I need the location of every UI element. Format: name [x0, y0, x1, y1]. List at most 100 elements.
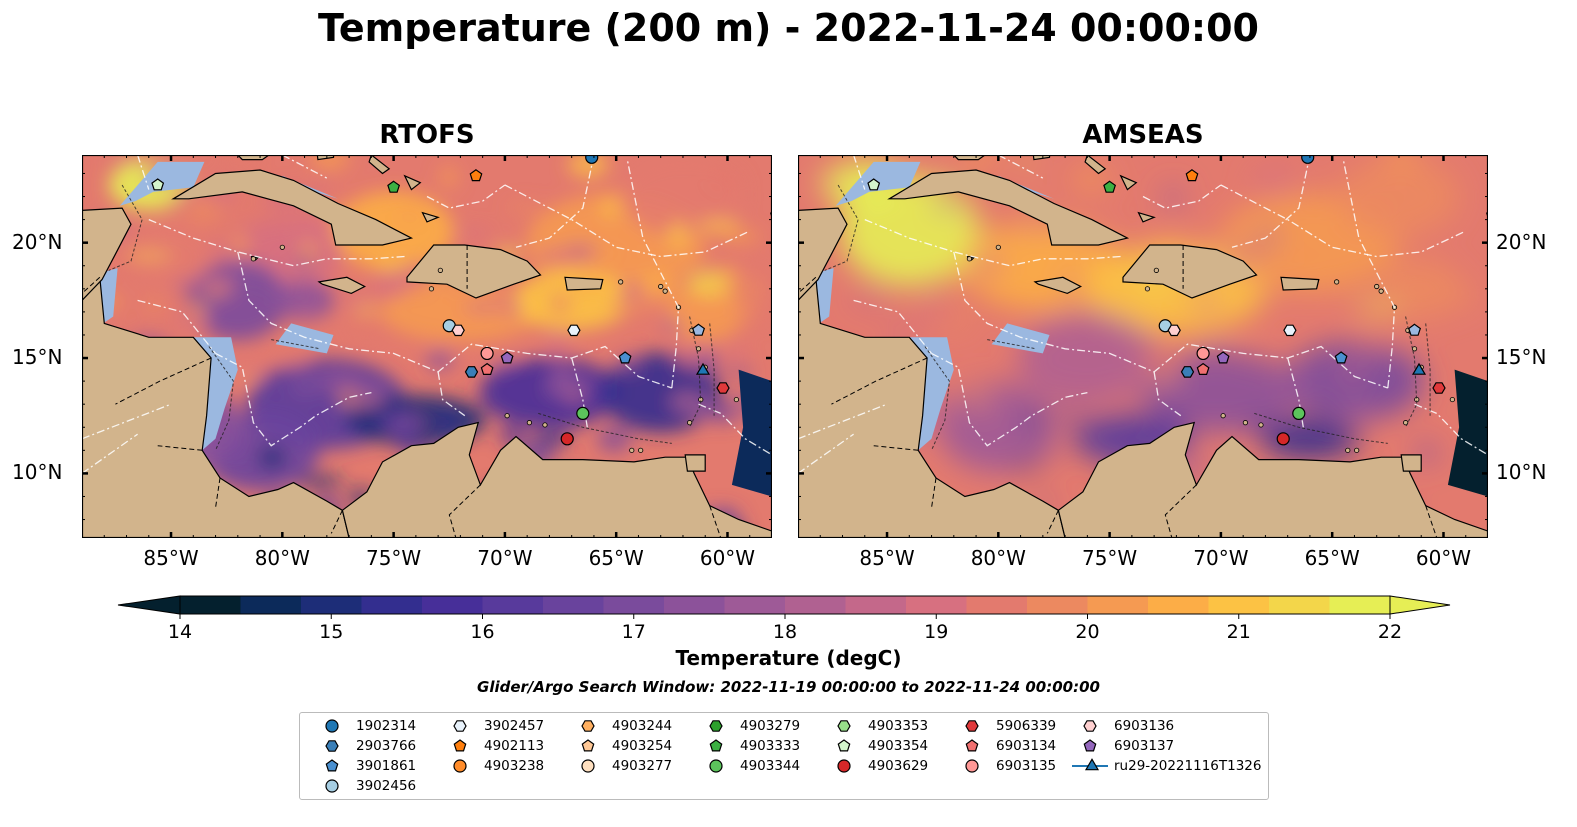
- bathymetry-contour: [1254, 412, 1388, 444]
- platform-marker: [500, 351, 514, 364]
- country-border: [215, 477, 221, 509]
- colorbar-segment: [906, 596, 967, 614]
- platform-legend: 1902314 2903766 3901861 3902456 3902457 49021…: [299, 712, 1269, 800]
- country-border: [931, 477, 937, 509]
- bathymetry-contour: [689, 316, 702, 428]
- land-trinidad: [684, 454, 706, 472]
- small-island: [1220, 413, 1226, 419]
- eez-boundary: [148, 218, 405, 267]
- land-cuba: [887, 169, 1130, 246]
- platform-marker: [695, 362, 711, 375]
- platform-marker: [1196, 362, 1210, 375]
- platform-marker: [1196, 346, 1210, 361]
- legend-label: 4903354: [868, 738, 929, 754]
- small-island: [662, 288, 668, 294]
- colorbar: 14 15 16 17 18 19 20 21 22: [117, 595, 1451, 643]
- small-island: [1153, 267, 1159, 273]
- bathymetry-contour: [1425, 323, 1431, 416]
- land-bahamas3: [403, 174, 422, 191]
- platform-marker: [567, 324, 581, 337]
- platform-marker: [1334, 351, 1348, 364]
- country-border: [798, 276, 817, 294]
- bathymetry-contour: [271, 339, 321, 350]
- small-island: [250, 256, 256, 262]
- legend-label: 4903629: [868, 758, 929, 774]
- land-bahamas2: [368, 155, 391, 175]
- legend-label: 4903254: [612, 738, 673, 754]
- legend-label: 6903137: [1114, 738, 1175, 754]
- legend-marker-icon: [581, 759, 595, 773]
- platform-marker: [387, 180, 401, 193]
- legend-marker-icon: [325, 740, 339, 752]
- colorbar-tick-label: 18: [773, 621, 797, 643]
- platform-marker: [1283, 324, 1297, 337]
- land-puertoRico: [1280, 276, 1320, 291]
- platform-marker: [867, 178, 881, 191]
- eez-boundary: [1153, 371, 1182, 417]
- land-southAmerica: [341, 421, 772, 538]
- platform-marker: [1216, 351, 1230, 364]
- country-border: [709, 505, 722, 538]
- lat-tick-label-right: 10°N: [1496, 460, 1547, 485]
- country-border: [831, 357, 928, 405]
- eez-boundary: [426, 184, 506, 209]
- platform-marker: [576, 406, 590, 421]
- small-island: [687, 420, 693, 426]
- colorbar-segment: [543, 596, 604, 614]
- colorbar-segment: [1027, 596, 1088, 614]
- colorbar-tick-label: 16: [470, 621, 494, 643]
- small-island: [504, 413, 510, 419]
- small-island: [279, 244, 285, 250]
- panel-title-amseas: AMSEAS: [1082, 120, 1204, 150]
- legend-marker-icon: [581, 720, 595, 732]
- search-window-text: Glider/Argo Search Window: 2022-11-19 00…: [477, 678, 1100, 696]
- small-island: [1144, 286, 1151, 292]
- colorbar-segment: [966, 596, 1028, 614]
- small-island: [1242, 420, 1248, 426]
- legend-marker-icon: [453, 720, 467, 732]
- land-florida: [236, 155, 271, 161]
- bathymetry-contour: [208, 346, 234, 451]
- platform-marker: [560, 432, 574, 446]
- eez-boundary: [798, 433, 854, 474]
- eez-boundary: [698, 403, 772, 456]
- legend-label: 4903238: [484, 758, 545, 774]
- legend-label: 4903244: [612, 718, 673, 734]
- legend-label: 2903766: [356, 738, 417, 754]
- colorbar-segment: [422, 596, 483, 614]
- lat-tick-label-left: 10°N: [12, 460, 63, 485]
- legend-marker-icon: [325, 779, 339, 793]
- platform-marker: [480, 362, 494, 375]
- small-island: [618, 279, 624, 285]
- land-yucatan: [82, 207, 132, 302]
- lat-tick-label-right: 20°N: [1496, 229, 1547, 254]
- colorbar-tick-label: 21: [1227, 621, 1251, 643]
- platform-marker: [1408, 323, 1422, 336]
- small-island: [1449, 396, 1455, 403]
- eez-boundary: [931, 352, 1088, 447]
- land-bahamas2: [1084, 155, 1107, 175]
- legend-label: 6903134: [996, 738, 1057, 754]
- lon-tick-label: 85°W: [859, 546, 915, 570]
- shallow-shelf: [188, 337, 238, 451]
- legend-marker-icon: [965, 739, 979, 752]
- legend-marker-icon: [965, 759, 979, 773]
- country-border: [115, 357, 212, 405]
- land-bahamas1: [316, 155, 335, 161]
- country-border: [1164, 484, 1197, 538]
- small-island: [1258, 422, 1264, 428]
- bathymetry-contour: [987, 339, 1037, 350]
- eez-boundary: [1142, 184, 1222, 209]
- colorbar-segment: [1148, 596, 1209, 614]
- small-island: [1345, 447, 1351, 453]
- legend-label: 1902314: [356, 718, 417, 734]
- legend-marker-icon: [1083, 739, 1097, 752]
- land-bahamas1: [1032, 155, 1051, 161]
- land-puertoRico: [564, 276, 604, 291]
- eez-boundary: [1287, 357, 1304, 428]
- map-frame: [798, 155, 1488, 538]
- colorbar-tick-label: 19: [924, 621, 948, 643]
- small-island: [1378, 288, 1384, 294]
- legend-marker-icon: [837, 759, 851, 773]
- colorbar-segment: [1087, 596, 1149, 614]
